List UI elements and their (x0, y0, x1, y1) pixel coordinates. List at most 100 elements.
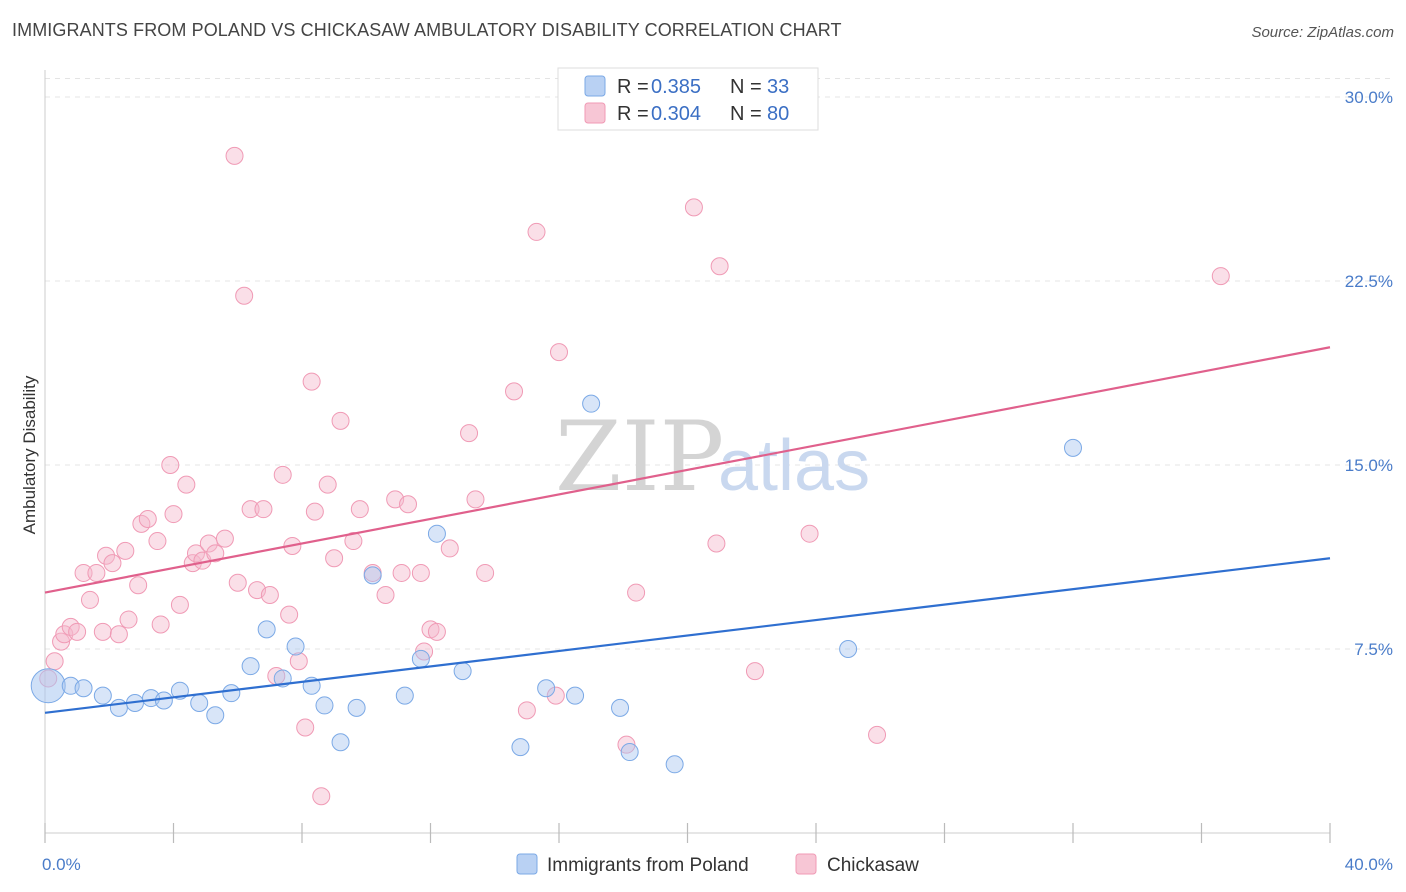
legend-bottom-label-chickasaw: Chickasaw (827, 855, 919, 876)
chickasaw-point (331, 411, 350, 430)
chickasaw-point (186, 544, 205, 563)
chickasaw-point (177, 475, 196, 494)
chickasaw-point (325, 549, 344, 568)
chickasaw-point (215, 529, 234, 548)
chickasaw-point (151, 615, 170, 634)
poland-point (1064, 438, 1082, 457)
chickasaw-point (225, 146, 244, 165)
chickasaw-point (376, 586, 395, 605)
chickasaw-point (318, 475, 337, 494)
chickasaw-point (505, 382, 524, 401)
legend-bottom-label-poland: Immigrants from Poland (547, 855, 749, 876)
poland-point (363, 566, 382, 585)
chickasaw-point (97, 546, 116, 565)
chickasaw-point (550, 343, 568, 362)
poland-point (511, 738, 530, 757)
chickasaw-point (103, 554, 122, 573)
poland-point (453, 662, 472, 681)
legend-swatch-poland (584, 75, 606, 97)
poland-point (665, 755, 684, 774)
watermark-zip: ZIP (555, 401, 724, 513)
chickasaw-point (273, 465, 292, 484)
legend-n-label: N = (730, 76, 762, 98)
chickasaw-point (710, 257, 729, 276)
y-tick-label: 15.0% (1345, 456, 1393, 475)
legend-r-value: 0.385 (651, 76, 701, 98)
legend-bottom-swatch-poland (516, 853, 538, 875)
legend-r-label: R = (617, 103, 649, 125)
chickasaw-point (684, 198, 703, 217)
chickasaw-point (1211, 267, 1230, 286)
poland-point (411, 649, 430, 668)
chickasaw-point (466, 490, 485, 509)
poland-point (427, 524, 446, 543)
legend-n-value: 33 (767, 76, 789, 98)
poland-point (93, 686, 112, 705)
y-axis-label: Ambulatory Disability (20, 375, 39, 534)
chickasaw-point (440, 539, 459, 558)
poland-point (154, 691, 173, 710)
y-tick-label: 30.0% (1345, 88, 1393, 107)
chickasaw-point (527, 222, 546, 241)
legend-bottom: Immigrants from Poland Chickasaw (516, 853, 919, 876)
chickasaw-point (87, 563, 106, 582)
chickasaw-point (68, 622, 87, 641)
chickasaw-point (517, 701, 536, 720)
chickasaw-point (164, 505, 183, 524)
poland-trend-line (44, 557, 1331, 714)
poland-point (582, 394, 601, 413)
chickasaw-point (148, 532, 167, 551)
poland-point (30, 668, 66, 704)
poland-point (395, 686, 414, 705)
chickasaw-point (476, 563, 495, 582)
legend-n-value: 80 (767, 103, 789, 125)
chickasaw-trend-line (44, 346, 1331, 594)
chickasaw-point (109, 625, 128, 644)
chickasaw-point (280, 605, 299, 624)
poland-point (74, 679, 93, 698)
x-tick-labels: 0.0% 40.0% (42, 855, 1393, 874)
chickasaw-point (707, 534, 726, 553)
chickasaw-point (350, 500, 369, 519)
legend-n-label: N = (730, 103, 762, 125)
y-tick-labels: 7.5% 15.0% 22.5% 30.0% (1345, 88, 1393, 659)
poland-point (206, 706, 225, 725)
chickasaw-point (138, 509, 157, 528)
chickasaw-point (627, 583, 646, 602)
watermark: ZIP atlas (555, 401, 870, 513)
poland-point (839, 640, 858, 658)
chickasaw-point (344, 532, 363, 551)
chickasaw-point (289, 652, 308, 671)
chickasaw-point (116, 541, 135, 560)
chickasaw-point (546, 686, 565, 705)
chickasaw-point (312, 787, 331, 806)
poland-point (566, 686, 585, 705)
legend-bottom-swatch-chickasaw (795, 853, 817, 875)
chickasaw-point (129, 576, 148, 595)
chickasaw-point (399, 495, 418, 514)
chickasaw-point (93, 622, 112, 641)
poland-point (241, 657, 260, 676)
legend-r-value: 0.304 (651, 103, 701, 125)
chickasaw-point (45, 652, 64, 671)
chart-title: IMMIGRANTS FROM POLAND VS CHICKASAW AMBU… (12, 20, 842, 40)
legend-swatch-chickasaw (584, 102, 606, 124)
poland-point (257, 620, 276, 639)
chickasaw-point (302, 372, 321, 391)
trend-lines (44, 346, 1331, 714)
chickasaw-point (460, 424, 479, 443)
x-tick-label: 0.0% (42, 855, 81, 874)
chickasaw-point (392, 563, 411, 582)
chickasaw-point (170, 595, 189, 614)
y-tick-label: 7.5% (1354, 640, 1393, 659)
chickasaw-point (305, 502, 324, 521)
gridlines (45, 78, 1392, 650)
chickasaw-point (161, 456, 180, 474)
chickasaw-point (254, 500, 273, 519)
chickasaw-point (80, 590, 99, 609)
chickasaw-point (199, 534, 218, 553)
chickasaw-point (241, 500, 260, 519)
poland-point (331, 733, 350, 752)
poland-point (611, 698, 630, 717)
